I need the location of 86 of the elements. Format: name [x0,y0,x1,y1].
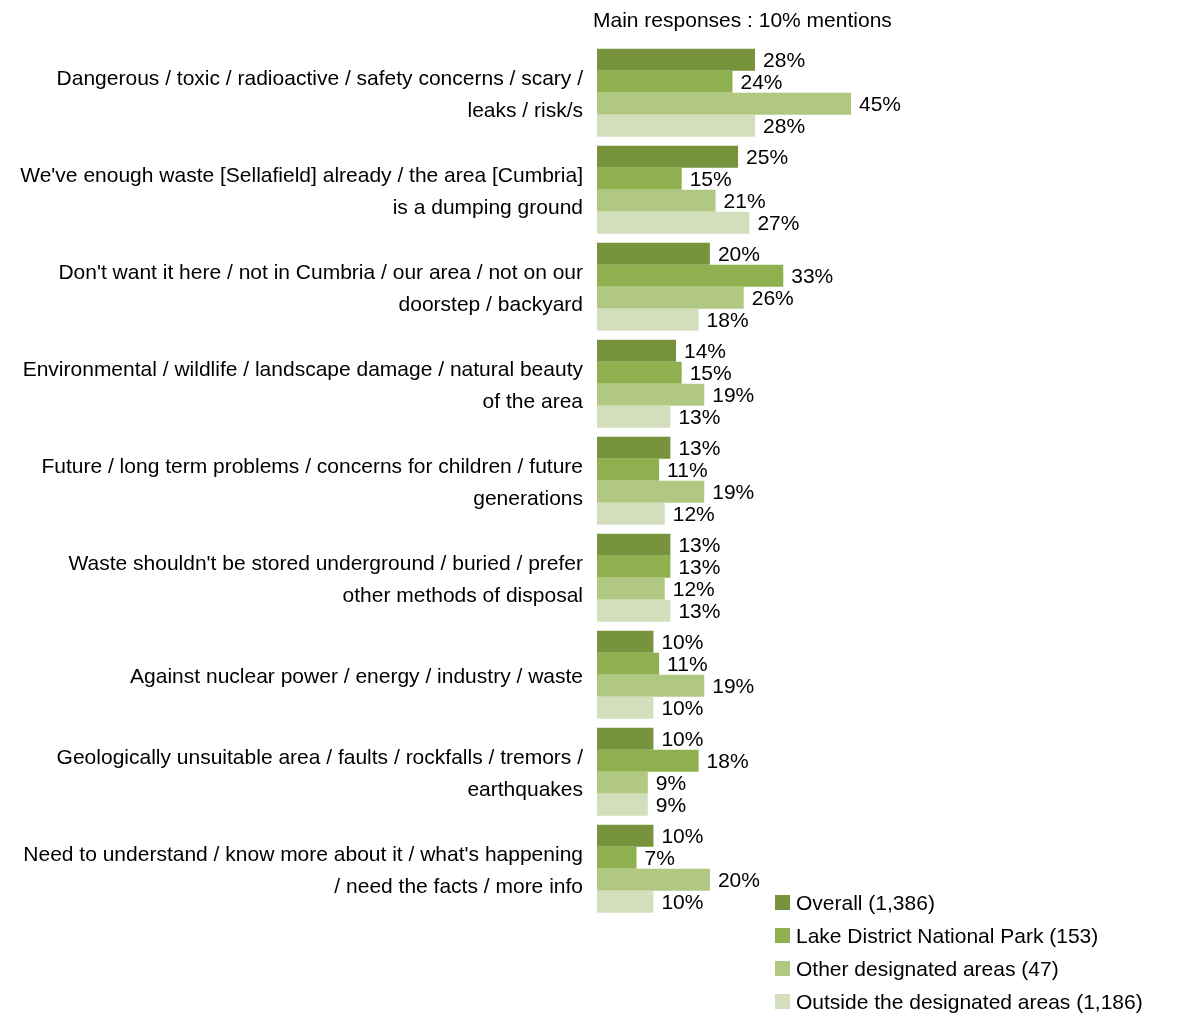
y-tick-label: Future / long term problems / concerns for children / future generations [41,453,583,508]
bar [597,114,756,137]
legend-label: Lake District National Park (153) [796,923,1099,948]
bar [597,749,699,772]
bar [597,793,648,816]
data-label: 10% [661,890,704,914]
bar [597,405,671,428]
bar [597,480,705,503]
chart-title: Main responses : 10% mentions [593,8,892,32]
bar [597,555,671,578]
data-label: 19% [712,480,755,504]
bar [597,308,699,331]
data-label: 10% [661,824,704,848]
y-tick-label: We've enough waste [Sellafield] already / the area [Cumbria] is a dumping ground [20,162,583,217]
bar [597,458,660,481]
bar [597,70,733,93]
data-label: 20% [717,242,760,266]
bar [597,533,671,556]
data-label: 10% [661,630,704,654]
bar [597,674,705,697]
data-label: 28% [763,114,806,138]
y-tick-label: Need to understand / know more about it / what's happening / need the facts / more info [23,841,583,896]
bar [597,167,682,190]
bar [597,577,665,600]
data-label: 13% [678,436,721,460]
bar [597,48,756,71]
data-label: 18% [706,308,749,332]
y-tick-label: Waste shouldn't be stored underground / buried / prefer other methods of disposal [68,550,583,605]
data-label: 13% [678,533,721,557]
legend-label: Other designated areas (47) [796,956,1059,981]
data-label: 12% [672,577,715,601]
bar [597,242,710,265]
bar [597,361,682,384]
data-label: 20% [717,868,760,892]
data-label: 26% [751,286,794,310]
data-label: 19% [712,383,755,407]
bar [597,145,739,168]
data-label: 14% [684,339,727,363]
bar [597,264,784,287]
bar [597,211,750,234]
data-label: 11% [667,652,708,676]
data-label: 10% [661,696,704,720]
bar [597,824,654,847]
y-tick-label: Environmental / wildlife / landscape damage / natural beauty of the area [22,356,584,411]
data-label: 13% [678,405,721,429]
y-tick-label: Geologically unsuitable area / faults / rockfalls / tremors / earthquakes [56,744,584,799]
data-label: 11% [667,458,708,482]
data-label: 9% [655,771,687,795]
data-label: 19% [712,674,755,698]
data-label: 45% [859,92,902,116]
data-label: 27% [757,211,800,235]
bar [597,383,705,406]
data-label: 25% [746,145,789,169]
data-label: 12% [672,502,715,526]
data-label: 15% [689,167,732,191]
y-tick-label: Dangerous / toxic / radioactive / safety concerns / scary / leaks / risk/s [56,65,584,120]
data-label: 7% [644,846,675,870]
y-tick-label: Against nuclear power / energy / industry / waste [130,663,583,686]
bar [597,652,660,675]
data-label: 9% [655,793,687,817]
data-label: 15% [689,361,732,385]
legend-label: Overall (1,386) [796,890,935,915]
data-label: 10% [661,727,704,751]
data-label: 13% [678,599,721,623]
bar [597,727,654,750]
data-label: 18% [706,749,749,773]
bar [597,286,744,309]
bar [597,771,648,794]
legend-label: Outside the designated areas (1,186) [796,989,1143,1014]
data-label: 21% [723,189,766,213]
data-label: 13% [678,555,721,579]
bar [597,696,654,719]
data-label: 28% [763,48,806,72]
data-label: 33% [791,264,834,288]
bar [597,339,677,362]
data-label: 24% [740,70,783,94]
bar [597,189,716,212]
bar [597,502,665,525]
y-tick-label: Don't want it here / not in Cumbria / our area / not on our doorstep / backyard [58,259,583,314]
bar [597,846,637,869]
bar [597,890,654,913]
bar [597,868,710,891]
bar [597,436,671,459]
bar [597,92,851,115]
bar [597,599,671,622]
bar [597,630,654,653]
